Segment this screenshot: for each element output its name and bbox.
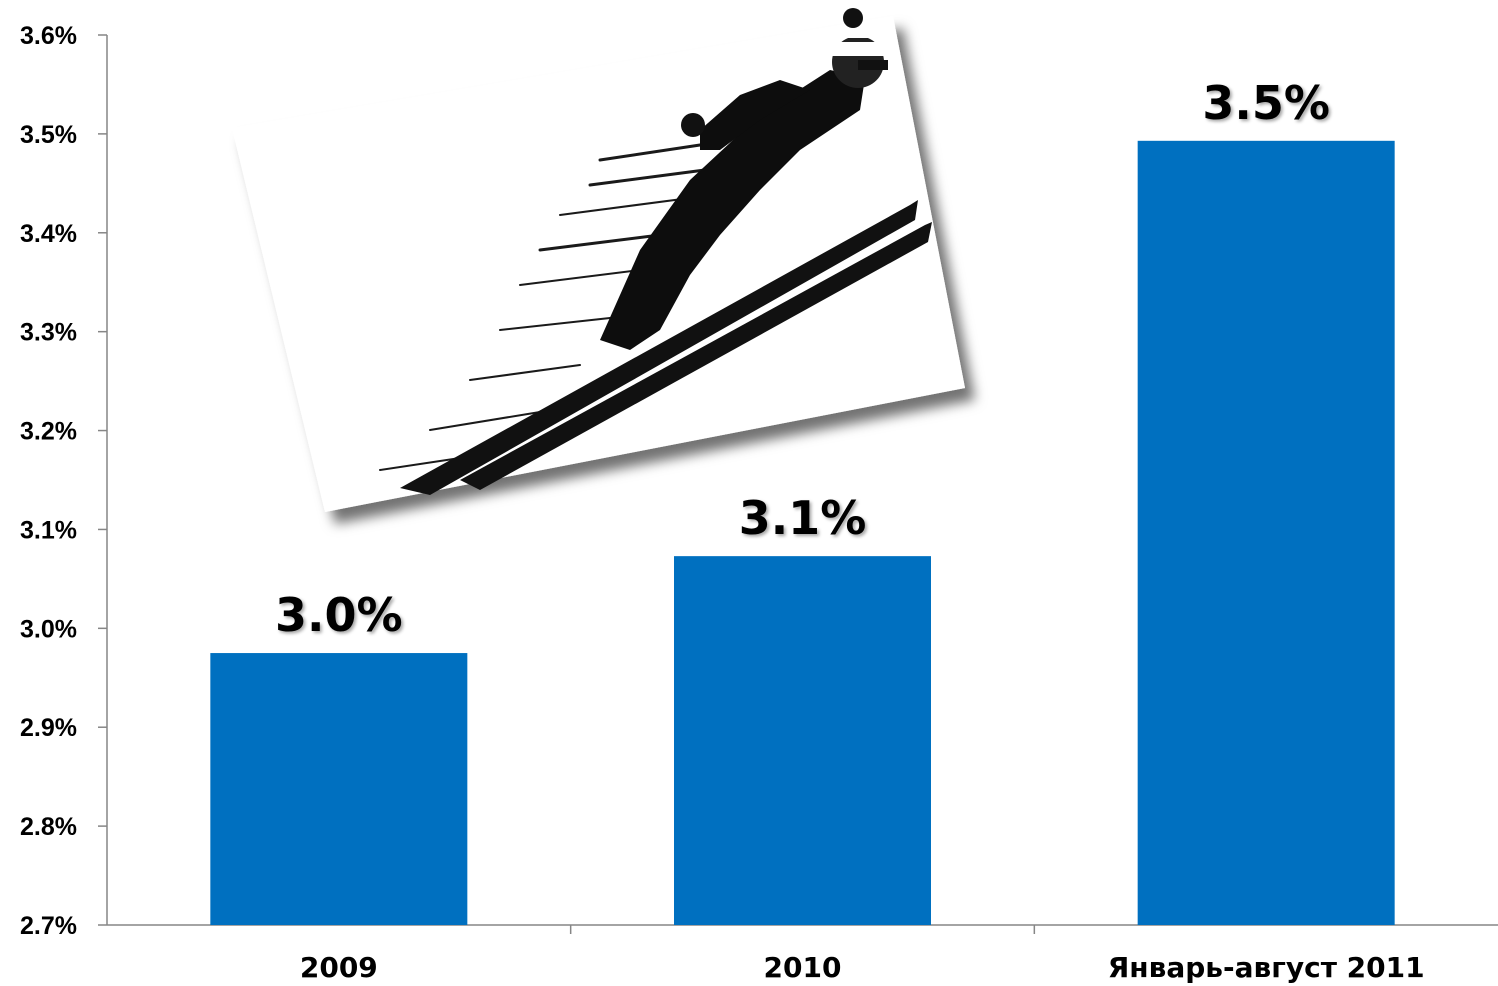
y-tick-label: 2.8% <box>20 813 77 841</box>
y-tick-label: 2.7% <box>20 912 77 940</box>
bar <box>674 556 931 925</box>
y-tick-label: 3.2% <box>20 418 77 446</box>
y-tick-label: 3.1% <box>20 516 77 544</box>
y-tick-label: 2.9% <box>20 714 77 742</box>
y-tick-label: 3.5% <box>20 121 77 149</box>
category-label: Январь-август 2011 <box>1108 951 1425 984</box>
category-label: 2009 <box>300 951 378 984</box>
ski-jumper-illustration <box>379 8 932 495</box>
x-ticks <box>569 925 1036 934</box>
y-tick-label: 3.4% <box>20 220 77 248</box>
bar <box>1137 140 1395 926</box>
y-tick-label: 3.0% <box>20 615 77 643</box>
y-tick-label: 3.3% <box>20 319 77 347</box>
y-tick-label: 3.6% <box>20 22 77 50</box>
category-label: 2010 <box>764 951 842 984</box>
bar <box>210 653 468 925</box>
y-ticks: 2.7% 2.8% 2.9% 3.0% 3.1% 3.2% 3.3% 3.4% 3.5% 3.6% <box>20 22 107 940</box>
bars <box>210 140 1395 926</box>
category-labels: 2009 2010 Январь-август 2011 <box>300 951 1425 984</box>
data-label: 3.1% <box>739 491 867 545</box>
data-labels: 3.0% 3.1% 3.5% <box>275 76 1330 642</box>
data-label: 3.0% <box>275 588 403 642</box>
data-label: 3.5% <box>1202 76 1330 130</box>
